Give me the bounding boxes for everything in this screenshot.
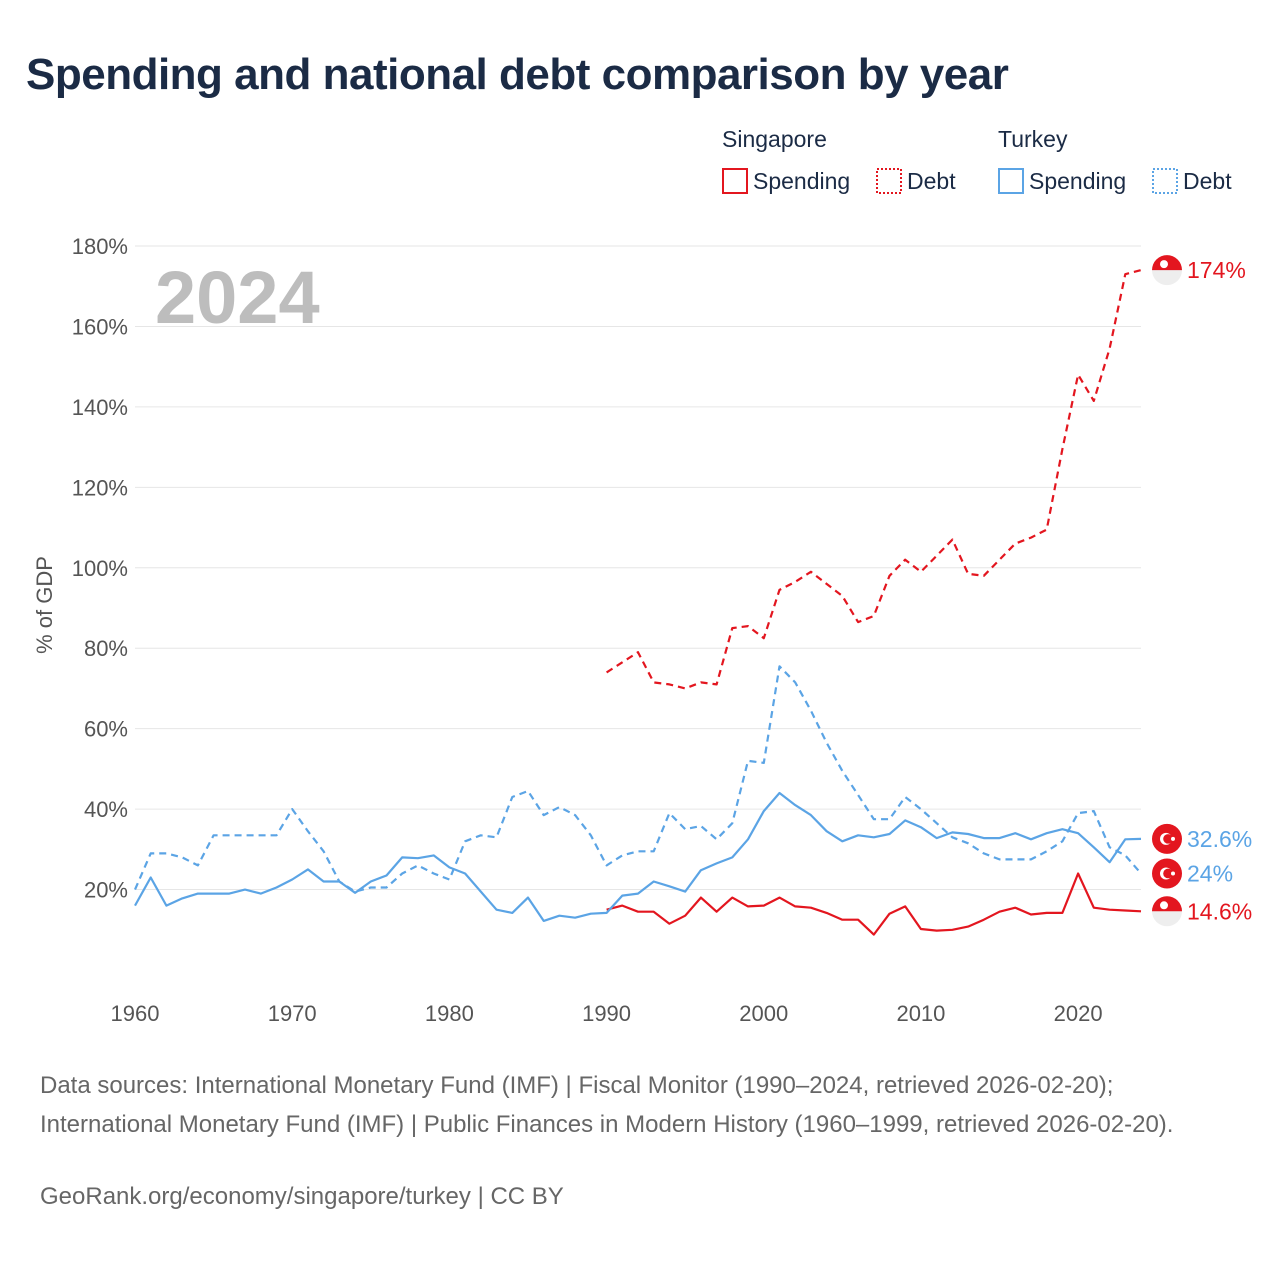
x-tick-label: 2010 bbox=[896, 1001, 945, 1026]
x-tick-label: 1990 bbox=[582, 1001, 631, 1026]
end-marker-turkey-debt: 24% bbox=[1152, 858, 1233, 889]
legend-label-spending[interactable]: Spending bbox=[753, 168, 850, 194]
year-watermark: 2024 bbox=[155, 256, 320, 339]
gridlines: 20% 40% 60% 80% 100% 120% 140% 160% 180% 1960 1970… bbox=[72, 234, 1141, 1026]
data-sources: Data sources: International Monetary Fun… bbox=[40, 1072, 1174, 1138]
turkey-flag-star bbox=[1171, 836, 1175, 841]
legend-country-turkey: Turkey bbox=[998, 126, 1068, 152]
y-tick-label: 60% bbox=[84, 717, 128, 742]
singapore-flag-crescent bbox=[1160, 260, 1168, 269]
legend-swatch-debt[interactable] bbox=[1152, 168, 1178, 194]
x-tick-label: 2000 bbox=[739, 1001, 788, 1026]
turkey-flag-crescent-cut bbox=[1163, 868, 1173, 879]
y-tick-label: 120% bbox=[72, 475, 128, 500]
end-value-label: 14.6% bbox=[1187, 898, 1252, 924]
x-tick-label: 2020 bbox=[1054, 1001, 1103, 1026]
series-line-turkey-spending[interactable] bbox=[134, 791, 1142, 923]
legend-swatch-debt[interactable] bbox=[876, 168, 902, 194]
legend-country-singapore: Singapore bbox=[722, 126, 827, 152]
end-value-label: 24% bbox=[1187, 860, 1233, 886]
end-markers: 174% 14.6% 32.6% 24% bbox=[1152, 255, 1252, 927]
end-value-label: 32.6% bbox=[1187, 826, 1252, 852]
turkey-flag-star bbox=[1171, 871, 1175, 876]
end-marker-singapore-debt: 174% bbox=[1152, 255, 1246, 286]
line-chart: 20% 40% 60% 80% 100% 120% 140% 160% 180% 1960 1970… bbox=[32, 126, 1252, 1026]
legend: Singapore Spending Debt Turkey Spending Debt bbox=[722, 126, 1232, 194]
legend-label-spending[interactable]: Spending bbox=[1029, 168, 1126, 194]
y-tick-label: 180% bbox=[72, 234, 128, 259]
x-tick-label: 1980 bbox=[425, 1001, 474, 1026]
end-value-label: 174% bbox=[1187, 257, 1246, 283]
legend-swatch-spending[interactable] bbox=[998, 168, 1024, 194]
series-line-singapore-spending[interactable] bbox=[606, 872, 1142, 936]
x-tick-label: 1960 bbox=[111, 1001, 160, 1026]
legend-swatch-spending[interactable] bbox=[722, 168, 748, 194]
y-tick-label: 100% bbox=[72, 556, 128, 581]
legend-label-debt[interactable]: Debt bbox=[1183, 168, 1232, 194]
y-tick-label: 40% bbox=[84, 797, 128, 822]
credit-link[interactable]: GeoRank.org/economy/singapore/turkey | C… bbox=[40, 1183, 564, 1210]
end-marker-singapore-spending: 14.6% bbox=[1152, 896, 1252, 927]
y-tick-label: 80% bbox=[84, 636, 128, 661]
y-tick-label: 140% bbox=[72, 395, 128, 420]
series-line-turkey-debt[interactable] bbox=[133, 665, 1142, 893]
legend-label-debt[interactable]: Debt bbox=[907, 168, 956, 194]
turkey-flag-crescent-cut bbox=[1163, 834, 1173, 844]
end-marker-turkey-spending: 32.6% bbox=[1152, 823, 1252, 854]
chart-title: Spending and national debt comparison by… bbox=[26, 50, 1009, 99]
singapore-flag-crescent bbox=[1160, 901, 1168, 910]
y-tick-label: 20% bbox=[84, 878, 128, 903]
y-axis-label: % of GDP bbox=[32, 556, 57, 654]
series-lines bbox=[133, 269, 1142, 936]
x-tick-label: 1970 bbox=[268, 1001, 317, 1026]
series-line-singapore-debt[interactable] bbox=[606, 269, 1142, 690]
y-tick-label: 160% bbox=[72, 314, 128, 339]
